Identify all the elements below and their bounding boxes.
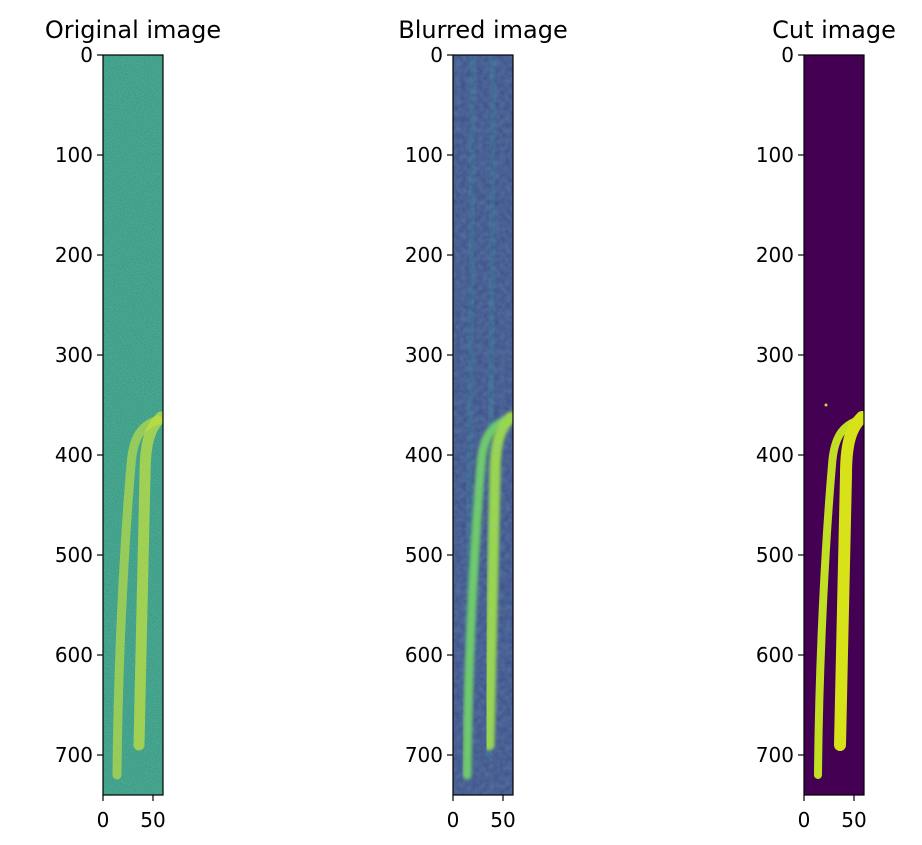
panel-title: Original image — [45, 16, 221, 44]
y-tick-label: 100 — [405, 143, 443, 167]
y-tick-label: 600 — [55, 643, 93, 667]
figure: Original image0100200300400500600700050B… — [0, 0, 922, 841]
x-tick-label: 50 — [490, 808, 515, 832]
image-noise — [453, 55, 513, 795]
y-tick-label: 500 — [756, 543, 794, 567]
x-tick-label: 0 — [97, 808, 110, 832]
panel-title: Cut image — [772, 16, 896, 44]
y-tick-label: 600 — [405, 643, 443, 667]
image — [103, 55, 163, 795]
y-tick-label: 600 — [756, 643, 794, 667]
panel-title: Blurred image — [398, 16, 568, 44]
x-tick-label: 50 — [140, 808, 165, 832]
speck — [825, 404, 828, 407]
y-tick-label: 100 — [756, 143, 794, 167]
x-tick-label: 50 — [841, 808, 866, 832]
image — [453, 55, 513, 795]
y-tick-label: 400 — [55, 443, 93, 467]
image — [804, 55, 864, 795]
y-tick-label: 500 — [405, 543, 443, 567]
x-tick-label: 0 — [447, 808, 460, 832]
y-tick-label: 100 — [55, 143, 93, 167]
y-tick-label: 200 — [405, 243, 443, 267]
y-tick-label: 0 — [781, 43, 794, 67]
y-tick-label: 300 — [756, 343, 794, 367]
y-tick-label: 0 — [430, 43, 443, 67]
y-tick-label: 400 — [405, 443, 443, 467]
y-tick-label: 700 — [55, 743, 93, 767]
y-tick-label: 300 — [55, 343, 93, 367]
y-tick-label: 400 — [756, 443, 794, 467]
image-noise — [103, 55, 163, 795]
y-tick-label: 0 — [80, 43, 93, 67]
y-tick-label: 700 — [405, 743, 443, 767]
x-tick-label: 0 — [798, 808, 811, 832]
y-tick-label: 500 — [55, 543, 93, 567]
y-tick-label: 700 — [756, 743, 794, 767]
y-tick-label: 200 — [756, 243, 794, 267]
y-tick-label: 300 — [405, 343, 443, 367]
y-tick-label: 200 — [55, 243, 93, 267]
